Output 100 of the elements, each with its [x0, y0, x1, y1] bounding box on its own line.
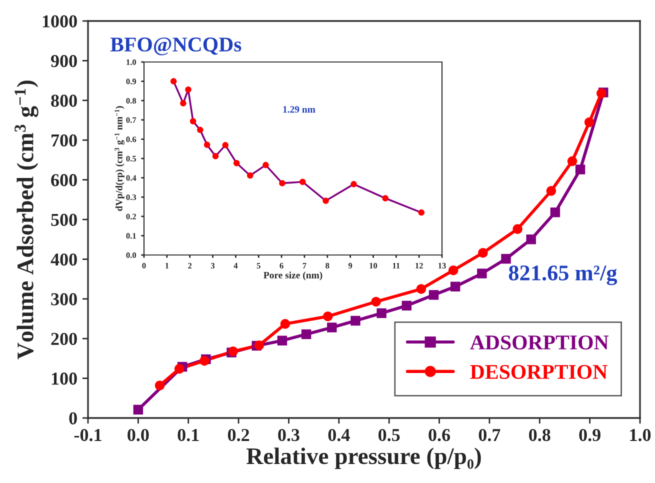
- point: [371, 296, 381, 307]
- y-tick-label: 0.5: [126, 156, 136, 162]
- point: [133, 404, 144, 415]
- y-tick-label: 1000: [42, 15, 77, 28]
- point: [197, 126, 204, 134]
- x-tick-label: 0.3: [278, 428, 300, 442]
- y-tick-label: 300: [51, 293, 77, 306]
- point: [526, 234, 536, 244]
- point: [418, 209, 424, 216]
- x-tick-label: 9: [348, 262, 352, 269]
- y-tick-label: 0.0: [126, 252, 136, 258]
- y-tick-label: 900: [50, 54, 77, 68]
- point: [322, 198, 329, 204]
- x-tick-label: 1.0: [630, 428, 651, 442]
- y-axis-title: dVp/d(rp) (cm$^{3}$ g$^{−1}$ nm$^{−1}$): [114, 106, 124, 211]
- x-tick-label: 0.4: [328, 428, 350, 442]
- y-tick-label: 0.6: [126, 136, 136, 142]
- point: [185, 86, 192, 93]
- x-tick-label: 11: [392, 262, 400, 268]
- point: [190, 118, 196, 124]
- point: [327, 322, 337, 332]
- x-tick-label: 8: [326, 262, 330, 269]
- point: [300, 178, 306, 185]
- y-tick-label: 1.0: [126, 59, 136, 66]
- y-tick-label: 400: [50, 253, 77, 266]
- y-tick-label: 0.9: [126, 78, 136, 84]
- point: [382, 195, 389, 202]
- point: [546, 186, 556, 196]
- point: [550, 207, 560, 218]
- point: [448, 265, 458, 276]
- y-tick-label: 800: [51, 94, 77, 107]
- x-tick-label: 0.1: [178, 428, 199, 442]
- point: [254, 340, 264, 350]
- point: [280, 319, 290, 329]
- y-tick-label: 0.2: [126, 214, 136, 220]
- x-tick-label: 2: [188, 262, 192, 268]
- x-tick-label: 1: [166, 262, 169, 268]
- x-tick-label: 7: [302, 262, 306, 268]
- y-tick-label: 100: [52, 372, 77, 385]
- point: [512, 224, 522, 234]
- x-tick-label: 3: [211, 262, 215, 269]
- y-tick-label: 0.7: [126, 117, 136, 123]
- x-tick-label: -0.1: [74, 428, 102, 442]
- point: [478, 248, 488, 258]
- point: [323, 312, 333, 322]
- x-tick-label: 6: [280, 262, 284, 269]
- point: [376, 308, 386, 318]
- x-tick-label: 5: [256, 262, 260, 269]
- y-tick-label: 500: [51, 214, 77, 226]
- point: [222, 142, 228, 148]
- annotation: BFO@NCQDs: [110, 37, 242, 56]
- point: [402, 300, 412, 311]
- annotation: 1.29 nm: [283, 106, 316, 113]
- legend-label: DESORPTION: [470, 364, 608, 379]
- point: [174, 364, 184, 374]
- x-tick-label: 0: [142, 262, 146, 269]
- point: [262, 162, 269, 168]
- point: [180, 100, 186, 106]
- point: [247, 172, 254, 179]
- point: [170, 78, 177, 84]
- point: [450, 282, 460, 292]
- x-axis-title: Relative pressure (p/p₀): [246, 448, 481, 469]
- x-tick-label: 10: [370, 262, 378, 269]
- point: [301, 329, 312, 340]
- point: [350, 181, 357, 188]
- x-tick-label: 0.5: [378, 428, 400, 442]
- point: [567, 156, 578, 166]
- point: [277, 336, 288, 346]
- y-tick-label: 200: [51, 332, 77, 346]
- legend-label: ADSORPTION: [470, 336, 609, 350]
- y-tick-label: 700: [52, 134, 77, 147]
- x-tick-label: 0.6: [428, 428, 450, 442]
- y-tick-label: 0.1: [126, 233, 136, 239]
- point: [428, 290, 439, 300]
- point: [154, 380, 165, 390]
- y-tick-label: 600: [51, 174, 77, 186]
- y-axis-title: Volume Adsorbed (cm$^{3}$ g$^{−1}$): [14, 80, 38, 360]
- y-tick-label: 0: [69, 412, 77, 424]
- annotation: 821.65 m²/g: [508, 265, 618, 286]
- point: [279, 180, 286, 186]
- x-tick-label: 0.8: [529, 428, 550, 442]
- x-tick-label: 4: [234, 262, 238, 268]
- point: [416, 284, 426, 294]
- point: [575, 164, 586, 174]
- point: [501, 254, 511, 264]
- x-tick-label: 13: [438, 262, 446, 269]
- y-tick-label: 0.8: [126, 98, 136, 104]
- point: [584, 117, 594, 128]
- point: [477, 268, 487, 278]
- point: [350, 316, 360, 326]
- y-tick-label: 0.4: [126, 175, 136, 181]
- x-tick-label: 12: [416, 262, 423, 268]
- point: [212, 153, 219, 160]
- x-tick-label: 0.9: [579, 428, 600, 442]
- point: [233, 160, 240, 166]
- point: [204, 142, 210, 148]
- x-tick-label: 0.2: [228, 428, 250, 442]
- x-axis-title: Pore size (nm): [264, 272, 322, 280]
- y-tick-label: 0.3: [126, 194, 136, 200]
- x-tick-label: 0.7: [478, 428, 500, 442]
